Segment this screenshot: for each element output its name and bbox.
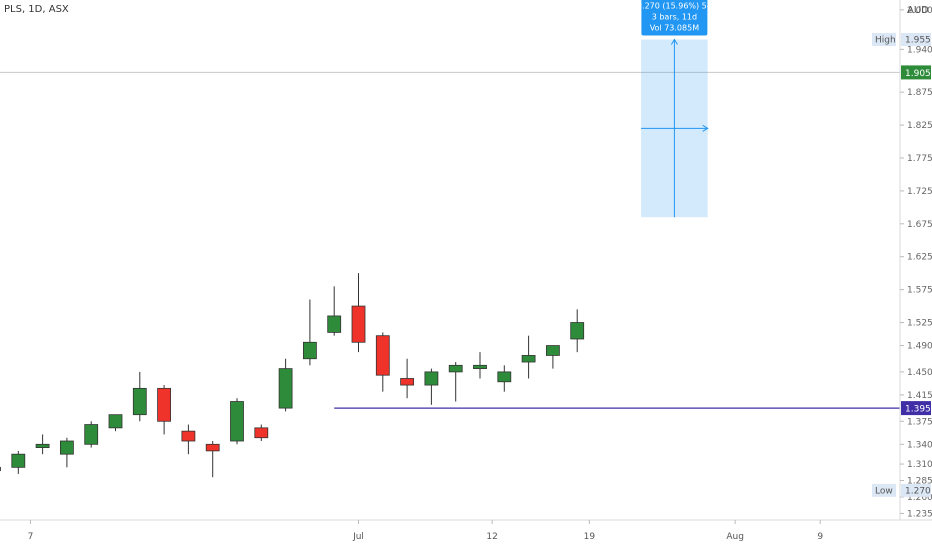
candle-up (424, 371, 439, 386)
candle-up (35, 443, 50, 448)
candle-down (205, 443, 220, 452)
candle-up (327, 315, 342, 333)
candle-up (278, 368, 293, 409)
price-tick-label: 1.625 (907, 253, 932, 263)
candle-up (84, 424, 99, 445)
price-tick-label: 1.575 (907, 286, 932, 296)
candle-up (132, 387, 147, 416)
measure-volume-text: Vol 73.085M (650, 23, 700, 32)
candle-up (302, 341, 317, 360)
price-tick-label: 1.235 (907, 509, 932, 519)
current-price-marker: 1.905 (905, 69, 931, 79)
symbol-label: PLS, 1D, ASX (4, 4, 69, 15)
candle-up (521, 355, 536, 363)
price-tick-label: 1.285 (907, 477, 932, 487)
measure-tooltip: 0.270 (15.96%) 54 3 bars, 11d Vol 73.085… (637, 0, 712, 36)
high-marker-prefix-bg (872, 32, 896, 46)
time-tick-label: 7 (28, 532, 34, 542)
measure-tooltip-bg (641, 0, 708, 36)
price-tick-label: 1.940 (907, 45, 932, 55)
candle-up (570, 322, 585, 340)
price-tick-label: 1.375 (907, 417, 932, 427)
price-tick-label: 1.310 (907, 460, 932, 470)
price-tick-label: 1.340 (907, 440, 932, 450)
measure-change-text: 0.270 (15.96%) 54 (637, 1, 712, 10)
candle-up (230, 401, 244, 442)
high-marker-value-bg (901, 32, 931, 46)
low-marker-prefix: Low (875, 486, 893, 496)
candle-up (473, 364, 487, 370)
candle-down (400, 378, 415, 386)
price-tick-label: 1.825 (907, 121, 932, 131)
price-tick-label: 1.415 (907, 391, 932, 401)
axis-markers: 1.905 1.395 High 1.955 Low 1.270 (872, 32, 931, 497)
candle-up (546, 345, 560, 356)
low-marker-value: 1.270 (905, 486, 931, 496)
candle-up (60, 440, 74, 455)
price-tick-label: 1.875 (907, 88, 932, 98)
high-marker-value: 1.955 (905, 35, 931, 45)
price-tick-label: 1.525 (907, 319, 932, 329)
price-tick-label: 1.260 (907, 493, 932, 503)
level-price-marker-bg (901, 401, 931, 416)
time-tick-label: 19 (584, 532, 596, 542)
candle-up (0, 466, 1, 472)
candle-down (254, 427, 269, 439)
price-tick-label: 1.450 (907, 368, 932, 378)
time-tick-label: Aug (726, 532, 744, 542)
time-tick-label: Jul (352, 532, 364, 542)
price-tick-label: 1.725 (907, 187, 932, 197)
candle-up (11, 453, 26, 468)
high-marker-prefix: High (875, 35, 896, 45)
measure-arrow-right-icon (702, 124, 709, 132)
candle-up (108, 414, 123, 429)
candle-down (157, 387, 172, 422)
level-price-marker: 1.395 (905, 405, 931, 415)
candle-down (375, 335, 390, 376)
currency-label: AUD (907, 5, 929, 16)
candle-down (351, 305, 366, 343)
candle-up (497, 371, 512, 383)
price-axis: 2.000 1.940 1.875 1.825 1.775 1.725 1.675 1.625… (899, 0, 932, 520)
candle-up (448, 364, 463, 373)
candles (0, 273, 585, 478)
measure-tool[interactable] (641, 38, 709, 218)
price-tick-label: 2.000 (907, 6, 932, 16)
time-tick-label: 12 (486, 532, 497, 542)
candle-down (181, 430, 196, 442)
low-marker-prefix-bg (872, 483, 896, 497)
current-price-marker-bg (901, 65, 931, 80)
low-marker-value-bg (901, 483, 931, 497)
price-tick-label: 1.675 (907, 220, 932, 230)
measure-arrow-up-icon (670, 38, 678, 45)
price-tick-label: 1.775 (907, 154, 932, 164)
time-axis: 7 Jul 12 19 Aug 9 (0, 519, 932, 542)
measure-bars-text: 3 bars, 11d (652, 12, 697, 21)
price-tick-label: 1.490 (907, 342, 932, 352)
time-tick-label: 9 (817, 532, 823, 542)
